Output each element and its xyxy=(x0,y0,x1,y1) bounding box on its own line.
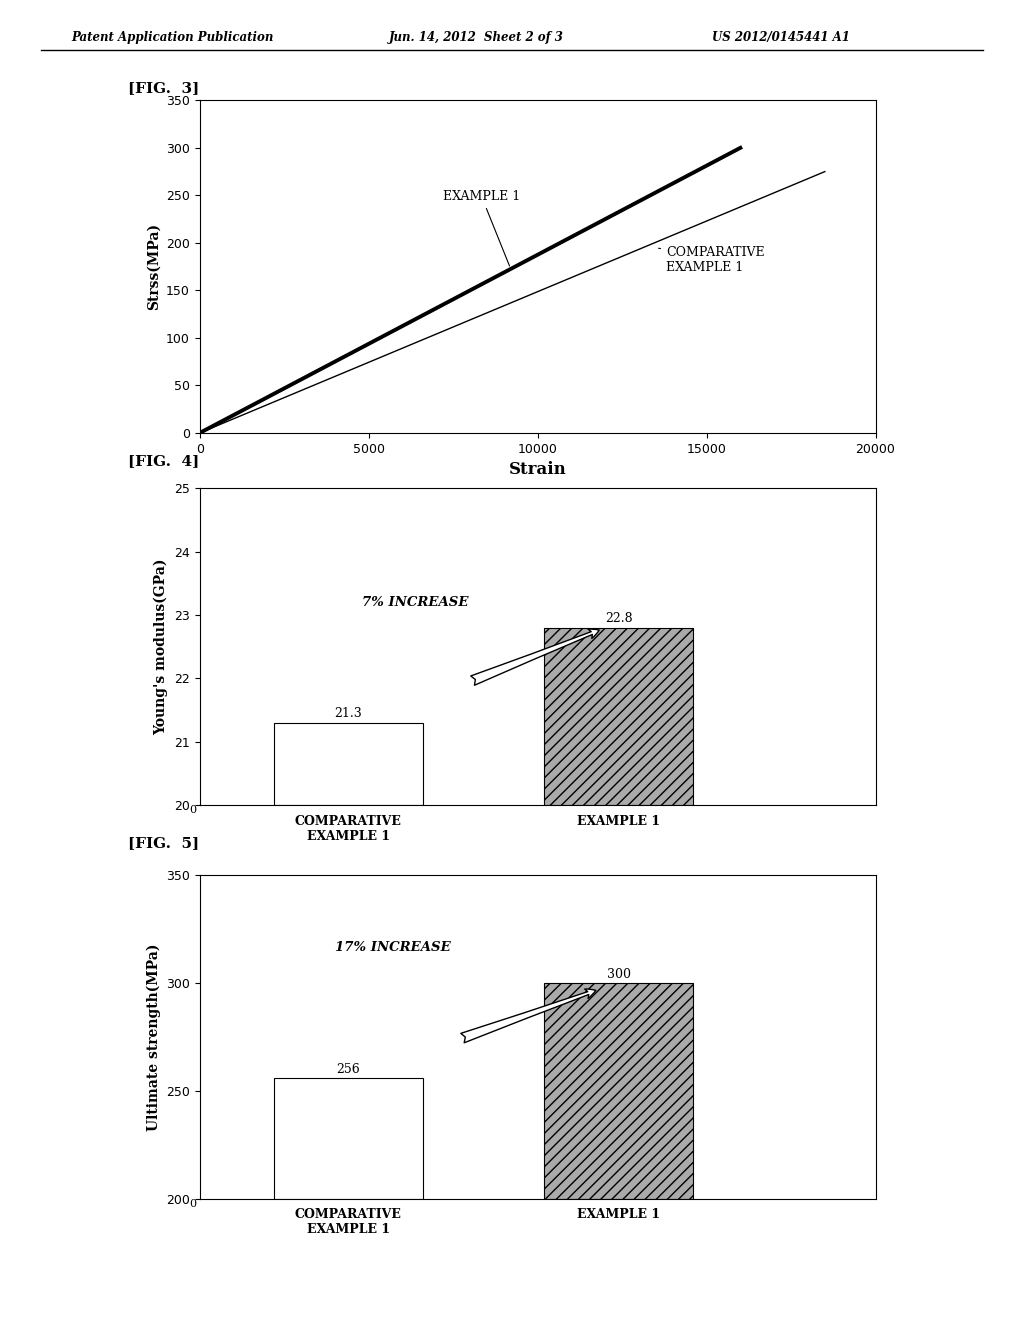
Text: [FIG.  4]: [FIG. 4] xyxy=(128,454,200,467)
Bar xyxy=(545,628,693,805)
Text: 7% INCREASE: 7% INCREASE xyxy=(361,595,468,609)
Text: 300: 300 xyxy=(606,969,631,981)
Y-axis label: Strss(MPa): Strss(MPa) xyxy=(146,223,161,310)
Text: [FIG.  3]: [FIG. 3] xyxy=(128,82,200,95)
Text: 17% INCREASE: 17% INCREASE xyxy=(335,941,451,953)
Text: Patent Application Publication: Patent Application Publication xyxy=(72,32,274,44)
Y-axis label: Young's modulus(GPa): Young's modulus(GPa) xyxy=(155,558,169,735)
Text: 0: 0 xyxy=(189,805,197,816)
Text: 22.8: 22.8 xyxy=(605,612,633,626)
Bar xyxy=(274,1078,423,1199)
Text: COMPARATIVE
EXAMPLE 1: COMPARATIVE EXAMPLE 1 xyxy=(658,247,765,275)
Text: [FIG.  5]: [FIG. 5] xyxy=(128,837,199,850)
Y-axis label: Ultimate strength(MPa): Ultimate strength(MPa) xyxy=(146,942,161,1131)
Bar xyxy=(274,723,423,805)
Text: EXAMPLE 1: EXAMPLE 1 xyxy=(443,190,520,265)
Bar xyxy=(545,983,693,1199)
Text: US 2012/0145441 A1: US 2012/0145441 A1 xyxy=(712,32,850,44)
Text: 0: 0 xyxy=(189,1199,197,1209)
Text: Jun. 14, 2012  Sheet 2 of 3: Jun. 14, 2012 Sheet 2 of 3 xyxy=(389,32,564,44)
Text: 21.3: 21.3 xyxy=(335,708,362,721)
X-axis label: Strain: Strain xyxy=(509,461,566,478)
Text: 256: 256 xyxy=(337,1063,360,1076)
